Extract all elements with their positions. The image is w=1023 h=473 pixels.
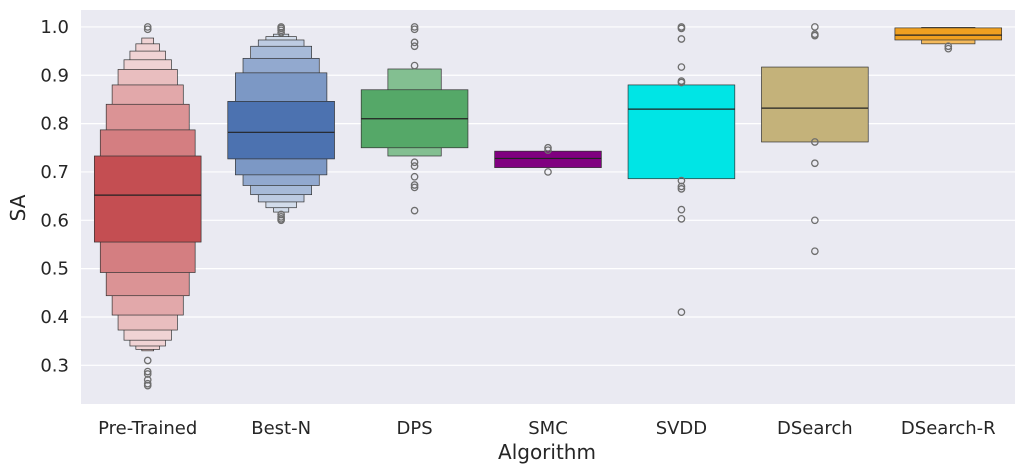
x-axis-label: Algorithm [498,440,596,464]
outlier-point [677,205,686,214]
outlier-point [677,35,686,43]
outlier-point [677,63,686,71]
outlier-point [410,38,419,47]
outlier-point [410,181,419,189]
outlier-point [544,146,552,155]
box-level-1 [894,27,1003,41]
y-tick-label: 0.4 [40,307,69,328]
series-pre-trained [93,23,202,390]
outlier-point [143,367,152,376]
y-tick-label: 0.5 [40,259,69,280]
series-dsearch-r [894,27,1003,53]
series-svdd [627,23,736,316]
outlier-point [143,381,152,390]
x-tick-label: SVDD [656,418,707,439]
outlier-point [677,214,686,223]
outlier-point [677,23,686,31]
x-tick-label: DSearch [777,418,853,439]
box-level-1 [627,84,736,180]
x-tick-label: Pre-Trained [98,418,197,439]
box-level-1 [227,101,335,160]
x-tick-label: SMC [528,418,568,439]
outlier-point [410,183,419,192]
y-axis-ticks: 0.3 0.4 0.5 0.6 0.7 0.8 0.9 1.0 [40,17,69,376]
boxen-plot-area [93,23,1003,390]
series-dsearch [761,23,869,256]
outlier-point [944,44,953,53]
y-axis-label: SA [6,194,30,221]
outlier-point [410,162,419,170]
outlier-point [143,356,152,365]
outlier-point [410,158,419,167]
y-tick-label: 0.3 [40,355,69,376]
x-tick-label: DPS [397,418,433,439]
series-smc [494,143,602,176]
outlier-point [410,172,419,181]
outlier-point [811,138,819,146]
outlier-point [677,77,686,85]
outlier-point [410,206,419,215]
box-level-1 [93,155,202,243]
outlier-point [944,42,953,51]
outlier-point [410,61,419,70]
outlier-point [277,23,285,31]
series-best-n [227,23,335,225]
y-tick-label: 0.6 [40,210,69,231]
outlier-point [143,25,152,34]
outlier-point [143,23,152,31]
outlier-point [811,247,819,256]
series-dps [360,23,469,215]
x-axis-ticks: Pre-Trained Best-N DPS SMC SVDD DSearch DSearc… [98,418,996,439]
box-level-1 [761,66,869,143]
outlier-point [811,23,819,31]
outlier-point [410,42,419,51]
y-tick-label: 0.8 [40,114,69,135]
x-tick-label: DSearch-R [901,418,996,439]
outlier-point [677,185,686,193]
outlier-point [410,25,419,34]
outlier-point [544,168,552,176]
outlier-point [811,216,819,225]
y-tick-label: 1.0 [40,17,69,38]
outlier-point [811,30,819,39]
y-tick-label: 0.7 [40,162,69,183]
outlier-point [544,143,552,152]
y-tick-label: 0.9 [40,65,69,86]
plot-background [81,10,1015,404]
outlier-point [677,182,686,191]
outlier-point [677,308,686,316]
x-tick-label: Best-N [251,418,311,439]
outlier-point [410,23,419,31]
outlier-point [811,159,819,168]
outlier-point [277,216,285,225]
